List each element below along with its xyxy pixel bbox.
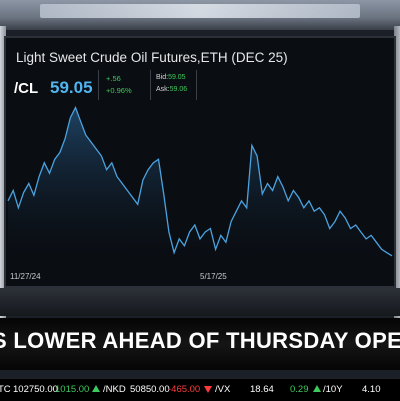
ticker-symbol: /NKD	[103, 384, 126, 395]
quote-box-bidask	[150, 70, 197, 100]
studio-ceiling	[0, 0, 400, 30]
x-tick-label: 11/27/24	[10, 272, 41, 281]
net-change: +.56	[106, 74, 121, 83]
percent-change: +0.96%	[106, 86, 132, 95]
headline-text: S LOWER AHEAD OF THURSDAY OPEN	[0, 328, 400, 353]
chart-title: Light Sweet Crude Oil Futures,ETH (DEC 2…	[16, 50, 288, 65]
ticker-value: 102750.00	[13, 384, 58, 395]
x-tick-label: 5/17/25	[200, 272, 227, 281]
ask-label: Ask:	[156, 86, 170, 93]
ticker-change: 0.29	[290, 384, 309, 395]
ticker-value: 18.64	[250, 384, 274, 395]
headline-banner: S LOWER AHEAD OF THURSDAY OPEN	[0, 318, 400, 370]
ticker-change: 1015.00	[55, 384, 90, 395]
ticker-symbol: /10Y	[323, 384, 343, 395]
ticker-change: -465.00	[168, 384, 201, 395]
ticker-value: 4.10	[362, 384, 381, 395]
bid-label: Bid:	[156, 74, 169, 81]
ask-value: 59.06	[169, 86, 188, 93]
ticker-symbol: /VX	[215, 384, 231, 395]
monitor-bezel-left	[0, 26, 6, 326]
ticker-value: 50850.00	[130, 384, 170, 395]
ticker-symbol: TC	[0, 384, 11, 395]
last-price: 59.05	[50, 78, 93, 97]
up-arrow-icon	[313, 385, 321, 392]
quote-box-change	[98, 70, 151, 100]
bid-value: 59.05	[168, 74, 186, 81]
monitor-bezel-right	[394, 26, 400, 326]
price-area-fill	[8, 107, 392, 270]
monitor-base	[0, 288, 400, 316]
ticker-bar: TC 102750.00 1015.00 /NKD 50850.00 -465.…	[0, 378, 400, 401]
price-line	[7, 105, 393, 257]
chart-monitor: Light Sweet Crude Oil Futures,ETH (DEC 2…	[4, 36, 396, 288]
symbol-label: /CL	[14, 80, 39, 97]
up-arrow-icon	[92, 385, 100, 392]
quote-box-price	[6, 70, 99, 100]
ask-row: Ask:59.06	[156, 86, 187, 93]
down-arrow-icon	[204, 386, 212, 393]
bid-row: Bid:59.05	[156, 74, 186, 81]
studio-light	[40, 4, 360, 18]
price-chart	[7, 105, 393, 270]
